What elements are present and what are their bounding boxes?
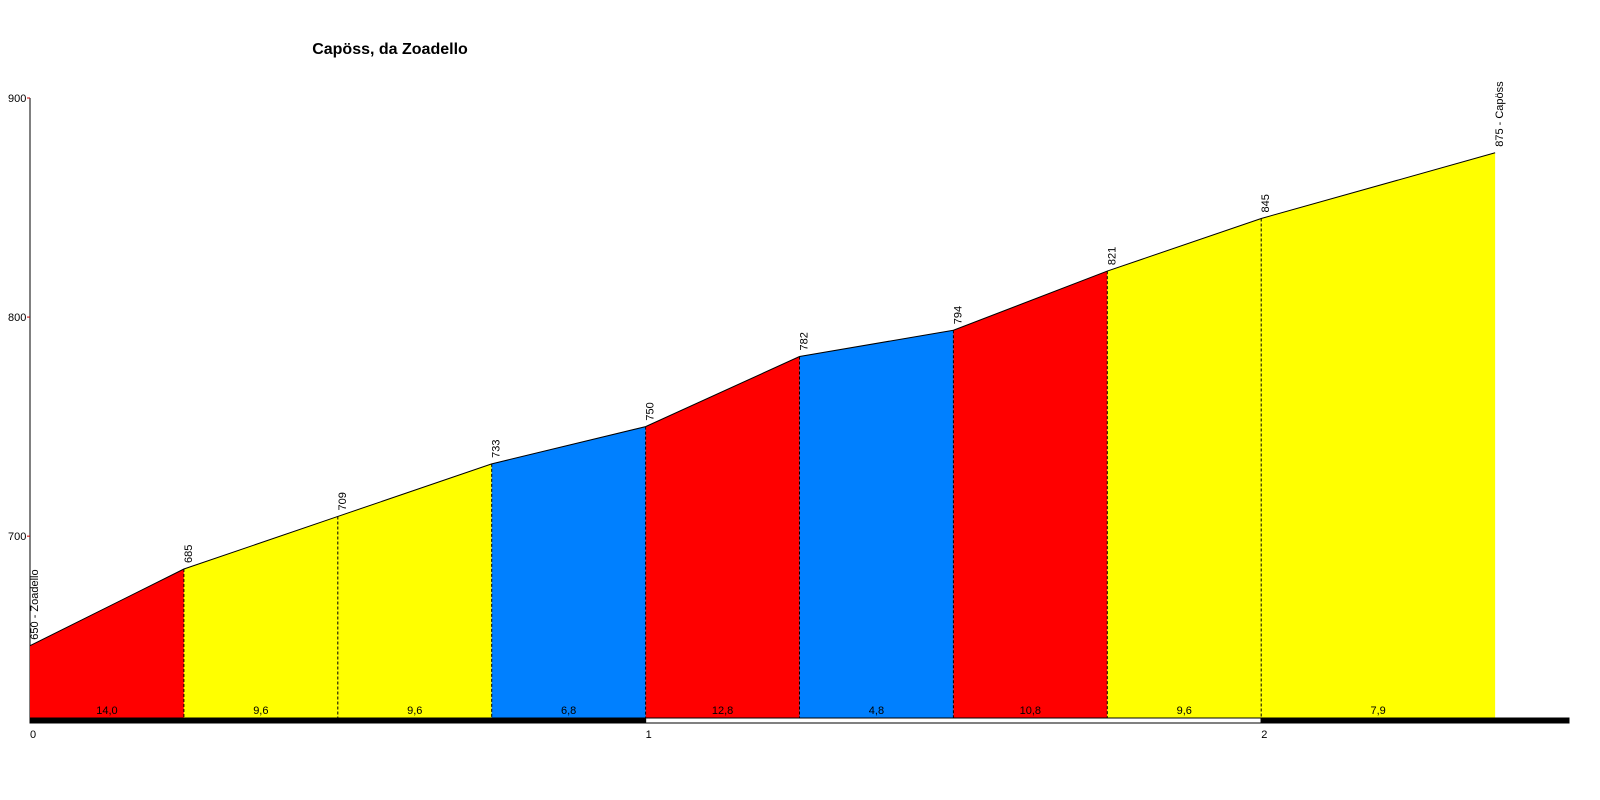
km-bar <box>29 717 647 724</box>
segment <box>953 271 1108 718</box>
point-label: 650 - Zoadello <box>29 569 41 639</box>
segment <box>183 516 338 718</box>
x-tick-label: 1 <box>646 729 652 741</box>
y-tick-label: 900 <box>8 93 26 105</box>
gradient-label: 9,6 <box>1177 705 1192 717</box>
x-tick-label: 0 <box>30 729 36 741</box>
segment <box>645 356 800 718</box>
gradient-label: 6,8 <box>561 705 576 717</box>
segment <box>491 426 646 718</box>
point-label: 794 <box>952 306 964 324</box>
y-tick-label: 700 <box>8 531 26 543</box>
x-tick-label: 2 <box>1261 729 1267 741</box>
y-tick-label: 800 <box>8 312 26 324</box>
point-label: 685 <box>183 545 195 563</box>
gradient-label: 7,9 <box>1371 705 1386 717</box>
point-label: 733 <box>491 440 503 458</box>
point-label: 750 <box>645 402 657 420</box>
km-bar <box>1260 717 1570 724</box>
gradient-label: 14,0 <box>96 705 117 717</box>
gradient-label: 10,8 <box>1020 705 1041 717</box>
gradient-label: 4,8 <box>869 705 884 717</box>
segment <box>1261 152 1496 718</box>
km-bar <box>645 717 1262 724</box>
point-label: 821 <box>1106 247 1118 265</box>
profile-line <box>29 152 1496 647</box>
segment <box>799 330 954 718</box>
segment <box>337 463 492 718</box>
point-label: 875 - Capöss <box>1494 81 1506 147</box>
segment <box>30 569 184 718</box>
gradient-label: 12,8 <box>712 705 733 717</box>
point-label: 709 <box>337 492 349 510</box>
point-label: 782 <box>799 332 811 350</box>
chart-title: Capöss, da Zoadello <box>312 41 468 58</box>
gradient-label: 9,6 <box>253 705 268 717</box>
point-label: 845 <box>1260 194 1272 212</box>
segment <box>1107 218 1262 719</box>
gradient-label: 9,6 <box>407 705 422 717</box>
